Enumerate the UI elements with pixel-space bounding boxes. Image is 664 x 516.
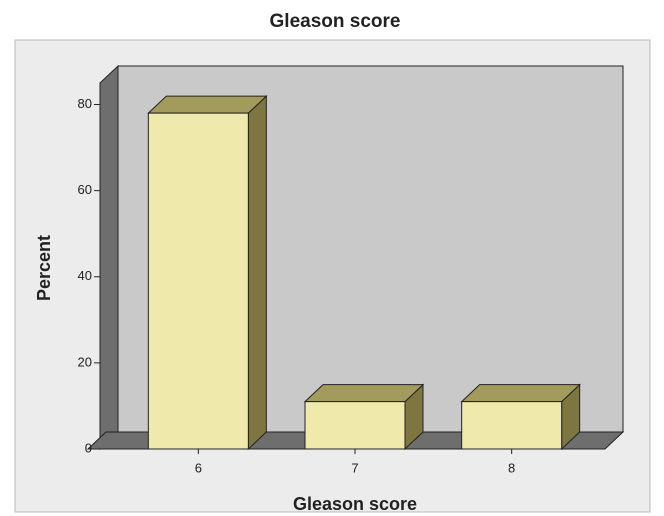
bar-front — [304, 401, 406, 450]
chart-title: Gleason score — [270, 11, 401, 32]
y-axis-label: Percent — [34, 235, 54, 301]
y-tick-label: 0 — [85, 440, 92, 455]
left-wall — [99, 64, 119, 451]
bar-top — [147, 95, 268, 114]
y-tick-label: 20 — [78, 354, 92, 369]
bar-top — [460, 384, 581, 403]
bar-side — [247, 94, 267, 451]
bar — [147, 94, 268, 451]
bar — [303, 383, 425, 451]
y-tick-label: 40 — [78, 268, 92, 283]
x-tick-label: 7 — [351, 460, 358, 475]
bar — [460, 383, 581, 451]
bar-front — [461, 401, 563, 450]
y-tick-label: 80 — [78, 96, 92, 111]
x-tick-label: 8 — [508, 460, 515, 475]
x-tick-label: 6 — [195, 460, 202, 475]
bar-front — [147, 112, 249, 450]
y-tick-label: 60 — [78, 182, 92, 197]
x-axis-label: Gleason score — [293, 494, 417, 514]
bar-top — [303, 384, 425, 403]
